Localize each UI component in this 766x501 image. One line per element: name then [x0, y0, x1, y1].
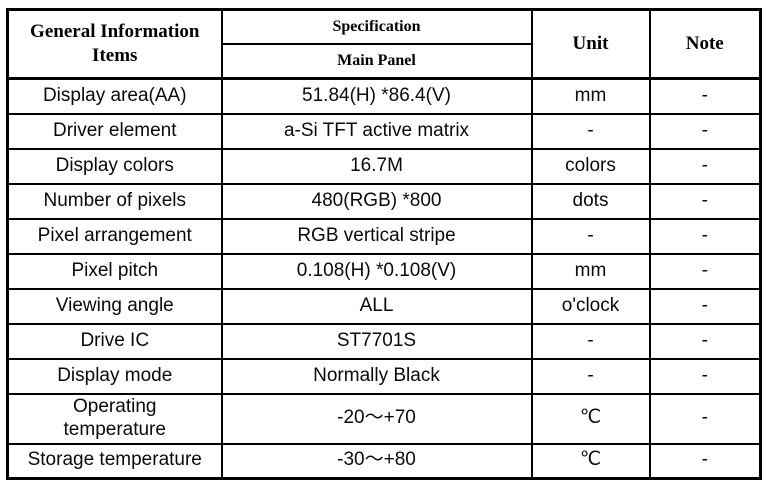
header-unit: Unit	[530, 8, 651, 80]
table-row: Drive IC ST7701S - -	[6, 322, 762, 360]
cell-unit: -	[530, 322, 651, 360]
cell-item: Display mode	[6, 357, 223, 395]
spec-table-body: Display area(AA) 51.84(H) *86.4(V) mm - Driv…	[6, 77, 762, 480]
table-row: Driver element a-Si TFT active matrix - -	[6, 112, 762, 150]
cell-note: -	[648, 252, 762, 290]
cell-item: Number of pixels	[6, 182, 223, 220]
table-row: Pixel arrangement RGB vertical stripe - -	[6, 217, 762, 255]
cell-unit: ℃	[530, 392, 651, 445]
cell-item: Viewing angle	[6, 287, 223, 325]
cell-note: -	[648, 357, 762, 395]
cell-note: -	[648, 77, 762, 115]
cell-item: Display colors	[6, 147, 223, 185]
cell-note: -	[648, 147, 762, 185]
cell-specification: 16.7M	[220, 147, 533, 185]
cell-unit: ℃	[530, 442, 651, 480]
cell-unit: o'clock	[530, 287, 651, 325]
header-row-top: General Information Items Specification …	[6, 8, 762, 80]
cell-unit: -	[530, 112, 651, 150]
cell-note: -	[648, 217, 762, 255]
cell-unit: mm	[530, 77, 651, 115]
header-general-information-items: General Information Items	[6, 8, 223, 80]
table-row: Storage temperature -30～+80 ℃ -	[6, 442, 762, 480]
cell-specification: RGB vertical stripe	[220, 217, 533, 255]
cell-specification: -20～+70	[220, 392, 533, 445]
cell-item: Operating temperature	[6, 392, 223, 445]
header-row-sub: Main Panel	[8, 42, 761, 80]
cell-note: -	[648, 442, 762, 480]
table-row: Viewing angle ALL o'clock -	[6, 287, 762, 325]
cell-unit: mm	[530, 252, 651, 290]
cell-item: Pixel arrangement	[6, 217, 223, 255]
header-note: Note	[648, 8, 762, 80]
cell-specification: -30～+80	[220, 442, 533, 480]
cell-note: -	[648, 392, 762, 445]
cell-note: -	[648, 287, 762, 325]
table-row: Number of pixels 480(RGB) *800 dots -	[6, 182, 762, 220]
table-row: Display colors 16.7M colors -	[6, 147, 762, 185]
cell-note: -	[648, 112, 762, 150]
cell-note: -	[648, 322, 762, 360]
spec-table-header: General Information Items Specification …	[6, 8, 762, 80]
table-row: Operating temperature -20～+70 ℃ -	[6, 392, 762, 445]
cell-specification: Normally Black	[220, 357, 533, 395]
header-main-panel: Main Panel	[220, 42, 533, 80]
cell-unit: -	[530, 357, 651, 395]
cell-item: Display area(AA)	[6, 77, 223, 115]
header-specification: Specification	[220, 8, 533, 45]
general-information-spec-table: General Information Items Specification …	[6, 8, 762, 480]
table-row: Pixel pitch 0.108(H) *0.108(V) mm -	[6, 252, 762, 290]
cell-note: -	[648, 182, 762, 220]
cell-specification: ST7701S	[220, 322, 533, 360]
cell-specification: a-Si TFT active matrix	[220, 112, 533, 150]
table-row: Display mode Normally Black - -	[6, 357, 762, 395]
cell-item: Driver element	[6, 112, 223, 150]
cell-item: Pixel pitch	[6, 252, 223, 290]
cell-unit: -	[530, 217, 651, 255]
cell-specification: 0.108(H) *0.108(V)	[220, 252, 533, 290]
cell-specification: ALL	[220, 287, 533, 325]
cell-item: Drive IC	[6, 322, 223, 360]
cell-specification: 51.84(H) *86.4(V)	[220, 77, 533, 115]
cell-specification: 480(RGB) *800	[220, 182, 533, 220]
cell-item: Storage temperature	[6, 442, 223, 480]
cell-unit: dots	[530, 182, 651, 220]
table-row: Display area(AA) 51.84(H) *86.4(V) mm -	[6, 77, 762, 115]
cell-unit: colors	[530, 147, 651, 185]
